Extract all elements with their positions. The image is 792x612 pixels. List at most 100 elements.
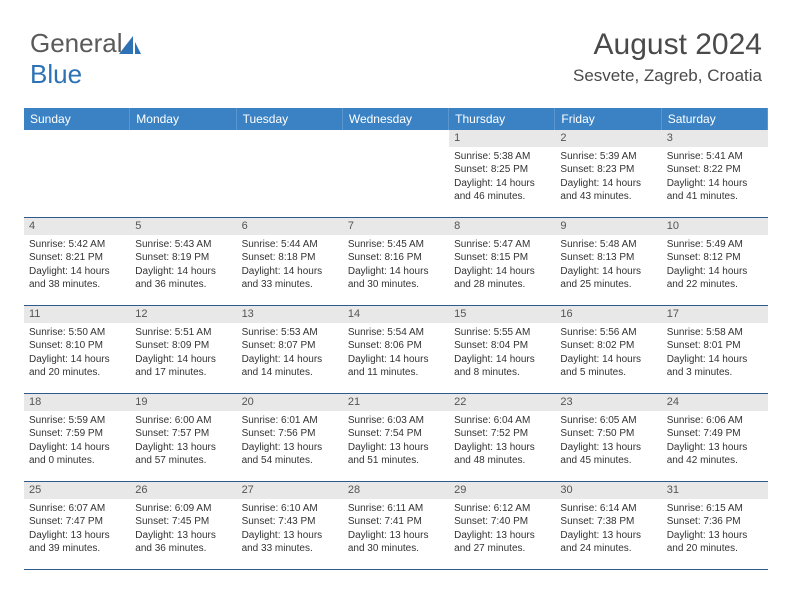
daylight-line: Daylight: 14 hours and 17 minutes. xyxy=(135,353,231,380)
day-number: 2 xyxy=(555,130,661,147)
day-cell: 2Sunrise: 5:39 AMSunset: 8:23 PMDaylight… xyxy=(555,130,661,218)
day-number: 4 xyxy=(24,218,130,235)
sunrise-line: Sunrise: 6:05 AM xyxy=(560,414,656,428)
sunrise-line: Sunrise: 5:55 AM xyxy=(454,326,550,340)
dayname-header: Monday xyxy=(130,108,236,130)
sunrise-line: Sunrise: 5:43 AM xyxy=(135,238,231,252)
day-number: 26 xyxy=(130,482,236,499)
daylight-line: Daylight: 14 hours and 20 minutes. xyxy=(29,353,125,380)
day-cell: 21Sunrise: 6:03 AMSunset: 7:54 PMDayligh… xyxy=(343,394,449,482)
sunset-line: Sunset: 8:21 PM xyxy=(29,251,125,265)
day-cell: 3Sunrise: 5:41 AMSunset: 8:22 PMDaylight… xyxy=(662,130,768,218)
day-number: 15 xyxy=(449,306,555,323)
sunset-line: Sunset: 7:50 PM xyxy=(560,427,656,441)
sunrise-line: Sunrise: 5:41 AM xyxy=(667,150,763,164)
sunrise-line: Sunrise: 6:14 AM xyxy=(560,502,656,516)
sunset-line: Sunset: 7:45 PM xyxy=(135,515,231,529)
sunrise-line: Sunrise: 6:04 AM xyxy=(454,414,550,428)
logo: General Blue xyxy=(30,28,141,90)
dayname-header: Tuesday xyxy=(237,108,343,130)
sunrise-line: Sunrise: 5:58 AM xyxy=(667,326,763,340)
sunset-line: Sunset: 8:06 PM xyxy=(348,339,444,353)
sunset-line: Sunset: 7:54 PM xyxy=(348,427,444,441)
day-cell: 4Sunrise: 5:42 AMSunset: 8:21 PMDaylight… xyxy=(24,218,130,306)
dayname-header: Sunday xyxy=(24,108,130,130)
sunrise-line: Sunrise: 5:47 AM xyxy=(454,238,550,252)
sunset-line: Sunset: 7:56 PM xyxy=(242,427,338,441)
sunset-line: Sunset: 7:38 PM xyxy=(560,515,656,529)
day-cell: 9 Sunrise: 5:48 AMSunset: 8:13 PMDaylight… xyxy=(555,218,661,306)
sunset-line: Sunset: 8:10 PM xyxy=(29,339,125,353)
empty-cell xyxy=(130,130,236,218)
day-number: 6 xyxy=(237,218,343,235)
daylight-line: Daylight: 14 hours and 33 minutes. xyxy=(242,265,338,292)
sunrise-line: Sunrise: 5:54 AM xyxy=(348,326,444,340)
day-number: 30 xyxy=(555,482,661,499)
location: Sesvete, Zagreb, Croatia xyxy=(573,66,762,86)
sunset-line: Sunset: 7:59 PM xyxy=(29,427,125,441)
daylight-line: Daylight: 13 hours and 24 minutes. xyxy=(560,529,656,556)
day-cell: 23 Sunrise: 6:05 AMSunset: 7:50 PMDayligh… xyxy=(555,394,661,482)
day-number: 11 xyxy=(24,306,130,323)
sunrise-line: Sunrise: 6:12 AM xyxy=(454,502,550,516)
sunset-line: Sunset: 7:43 PM xyxy=(242,515,338,529)
sunset-line: Sunset: 8:13 PM xyxy=(560,251,656,265)
sunrise-line: Sunrise: 6:06 AM xyxy=(667,414,763,428)
daylight-line: Daylight: 13 hours and 45 minutes. xyxy=(560,441,656,468)
logo-sail-icon xyxy=(119,36,141,54)
day-cell: 6Sunrise: 5:44 AMSunset: 8:18 PMDaylight… xyxy=(237,218,343,306)
dayname-header: Friday xyxy=(555,108,661,130)
day-number: 5 xyxy=(130,218,236,235)
day-cell: 29Sunrise: 6:12 AMSunset: 7:40 PMDayligh… xyxy=(449,482,555,570)
daylight-line: Daylight: 13 hours and 36 minutes. xyxy=(135,529,231,556)
day-cell: 13Sunrise: 5:53 AMSunset: 8:07 PMDayligh… xyxy=(237,306,343,394)
sunrise-line: Sunrise: 6:03 AM xyxy=(348,414,444,428)
day-number: 17 xyxy=(662,306,768,323)
sunrise-line: Sunrise: 5:49 AM xyxy=(667,238,763,252)
day-number: 10 xyxy=(662,218,768,235)
day-number: 3 xyxy=(662,130,768,147)
sunset-line: Sunset: 7:47 PM xyxy=(29,515,125,529)
sunset-line: Sunset: 8:22 PM xyxy=(667,163,763,177)
daylight-line: Daylight: 14 hours and 28 minutes. xyxy=(454,265,550,292)
dayname-header: Wednesday xyxy=(343,108,449,130)
sunrise-line: Sunrise: 6:07 AM xyxy=(29,502,125,516)
day-number: 14 xyxy=(343,306,449,323)
day-cell: 28Sunrise: 6:11 AMSunset: 7:41 PMDayligh… xyxy=(343,482,449,570)
month-title: August 2024 xyxy=(573,28,762,62)
daylight-line: Daylight: 14 hours and 8 minutes. xyxy=(454,353,550,380)
sunrise-line: Sunrise: 5:48 AM xyxy=(560,238,656,252)
sunrise-line: Sunrise: 5:53 AM xyxy=(242,326,338,340)
header: August 2024 Sesvete, Zagreb, Croatia xyxy=(573,28,762,86)
sunset-line: Sunset: 8:01 PM xyxy=(667,339,763,353)
daylight-line: Daylight: 13 hours and 39 minutes. xyxy=(29,529,125,556)
daylight-line: Daylight: 14 hours and 38 minutes. xyxy=(29,265,125,292)
logo-text-general: General xyxy=(30,28,123,58)
day-number: 21 xyxy=(343,394,449,411)
daylight-line: Daylight: 13 hours and 30 minutes. xyxy=(348,529,444,556)
sunrise-line: Sunrise: 6:11 AM xyxy=(348,502,444,516)
sunrise-line: Sunrise: 5:51 AM xyxy=(135,326,231,340)
daylight-line: Daylight: 13 hours and 48 minutes. xyxy=(454,441,550,468)
daylight-line: Daylight: 14 hours and 25 minutes. xyxy=(560,265,656,292)
day-number: 23 xyxy=(555,394,661,411)
sunrise-line: Sunrise: 5:50 AM xyxy=(29,326,125,340)
day-number: 25 xyxy=(24,482,130,499)
day-cell: 19Sunrise: 6:00 AMSunset: 7:57 PMDayligh… xyxy=(130,394,236,482)
day-cell: 10Sunrise: 5:49 AMSunset: 8:12 PMDayligh… xyxy=(662,218,768,306)
day-number: 9 xyxy=(555,218,661,235)
sunset-line: Sunset: 7:57 PM xyxy=(135,427,231,441)
daylight-line: Daylight: 13 hours and 57 minutes. xyxy=(135,441,231,468)
sunset-line: Sunset: 8:12 PM xyxy=(667,251,763,265)
empty-cell xyxy=(343,130,449,218)
logo-text-blue: Blue xyxy=(30,59,82,89)
daylight-line: Daylight: 14 hours and 5 minutes. xyxy=(560,353,656,380)
daylight-line: Daylight: 13 hours and 20 minutes. xyxy=(667,529,763,556)
day-number: 1 xyxy=(449,130,555,147)
day-cell: 5Sunrise: 5:43 AMSunset: 8:19 PMDaylight… xyxy=(130,218,236,306)
day-cell: 20Sunrise: 6:01 AMSunset: 7:56 PMDayligh… xyxy=(237,394,343,482)
sunset-line: Sunset: 8:07 PM xyxy=(242,339,338,353)
sunrise-line: Sunrise: 6:10 AM xyxy=(242,502,338,516)
sunset-line: Sunset: 7:49 PM xyxy=(667,427,763,441)
day-number: 20 xyxy=(237,394,343,411)
